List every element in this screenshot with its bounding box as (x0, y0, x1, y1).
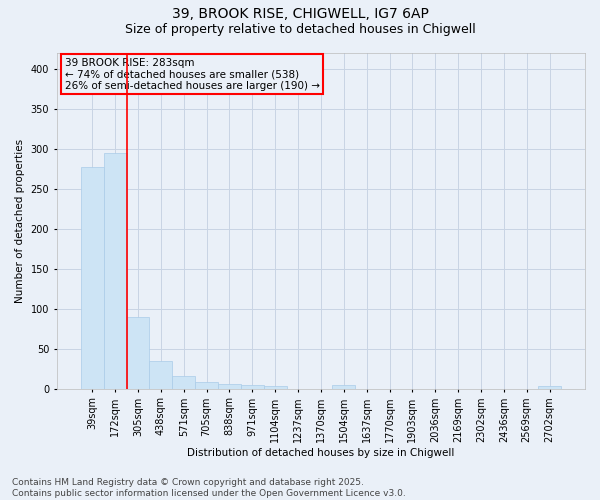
Bar (104, 152, 127, 388)
Bar (241, 386, 264, 388)
X-axis label: Distribution of detached houses by size in Chigwell: Distribution of detached houses by size … (187, 448, 455, 458)
Text: Size of property relative to detached houses in Chigwell: Size of property relative to detached ho… (125, 22, 475, 36)
Bar (149, 362, 172, 388)
Bar (127, 318, 149, 388)
Text: Contains HM Land Registry data © Crown copyright and database right 2025.
Contai: Contains HM Land Registry data © Crown c… (12, 478, 406, 498)
Text: 39, BROOK RISE, CHIGWELL, IG7 6AP: 39, BROOK RISE, CHIGWELL, IG7 6AP (172, 8, 428, 22)
Bar (172, 376, 195, 388)
Bar (332, 386, 355, 388)
Bar (538, 386, 561, 388)
Y-axis label: Number of detached properties: Number of detached properties (15, 138, 25, 302)
Bar (81, 167, 104, 388)
Bar (264, 386, 287, 388)
Bar (218, 384, 241, 388)
Bar (195, 382, 218, 388)
Text: 39 BROOK RISE: 283sqm
← 74% of detached houses are smaller (538)
26% of semi-det: 39 BROOK RISE: 283sqm ← 74% of detached … (65, 58, 320, 90)
